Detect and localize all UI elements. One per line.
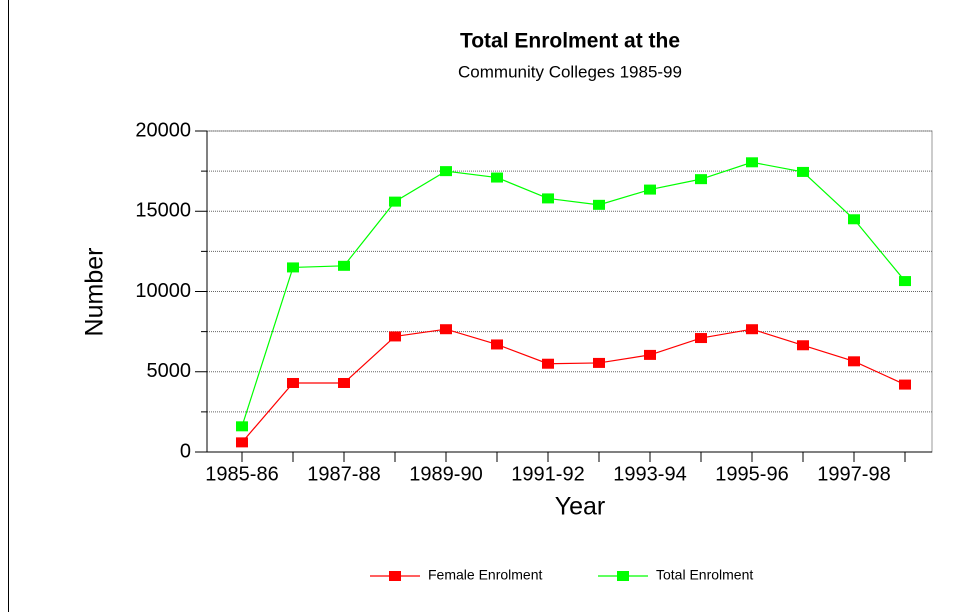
x-tick-label: 1985-86 [205,463,278,485]
legend-label: Female Enrolment [428,567,542,583]
x-tick-label: 1987-88 [307,463,380,485]
chart-title: Total Enrolment at the [460,30,680,53]
point-marker [746,157,758,168]
x-axis-title: Year [555,493,606,521]
point-marker [899,276,911,287]
point-marker [797,166,809,177]
point-marker [542,358,554,369]
legend-marker [617,571,629,581]
y-tick-label: 15000 [135,200,191,222]
x-tick-label: 1989-90 [409,463,482,485]
point-marker [746,324,758,335]
point-marker [644,349,656,360]
y-tick-label: 10000 [135,280,191,302]
y-tick-label: 5000 [147,360,192,382]
y-tick-label: 0 [180,440,191,462]
series-line [241,328,906,443]
point-marker [440,324,452,335]
y-tick-label: 20000 [135,119,191,141]
point-marker [644,184,656,195]
point-marker [440,166,452,177]
point-marker [695,174,707,185]
y-axis-title: Number [81,248,109,337]
series-line [241,161,906,427]
legend-marker [389,571,401,581]
point-marker [491,172,503,183]
point-marker [236,437,248,448]
point-marker [338,260,350,271]
point-marker [899,379,911,390]
point-marker [848,214,860,225]
x-tick-label: 1993-94 [613,463,686,485]
point-marker [797,340,809,351]
point-marker [542,193,554,204]
point-marker [287,262,299,273]
point-marker [491,339,503,350]
point-marker [593,357,605,368]
legend-label: Total Enrolment [656,567,753,583]
x-tick-label: 1991-92 [511,463,584,485]
point-marker [389,196,401,207]
point-marker [287,377,299,388]
point-marker [848,356,860,367]
point-marker [338,377,350,388]
point-marker [389,331,401,342]
point-marker [695,333,707,344]
x-tick-label: 1995-96 [715,463,788,485]
point-marker [593,199,605,210]
x-tick-label: 1997-98 [817,463,890,485]
chart-subtitle: Community Colleges 1985-99 [458,62,682,81]
point-marker [236,421,248,432]
